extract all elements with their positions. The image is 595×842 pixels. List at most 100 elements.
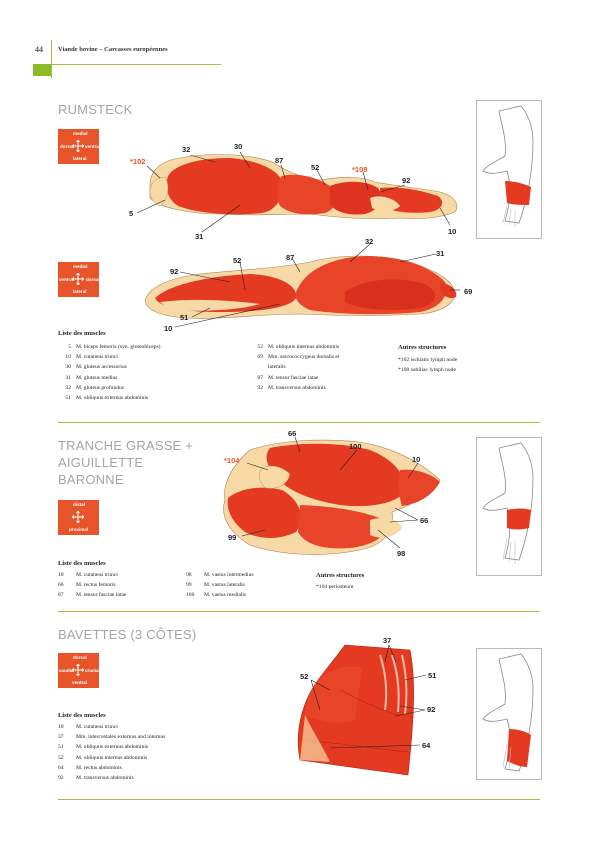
- orientation-label-right: dorsal: [86, 277, 100, 282]
- orientation-label-bottom: ventral: [72, 680, 88, 685]
- orientation-label-left: dorsal: [60, 144, 74, 149]
- orientation-box-top: medial dorsal ventral lateral: [58, 129, 100, 164]
- label-92: 92: [427, 705, 435, 714]
- section-divider: [58, 611, 540, 612]
- page-number: 44: [35, 45, 43, 54]
- list-item: 92 M. transversus abdominis: [58, 775, 134, 782]
- orientation-label-top: distal: [73, 502, 85, 507]
- label-31: 31: [195, 232, 203, 241]
- rumsteck-bottom-view: [144, 255, 457, 319]
- list-item: 64 M. rectus abdominis: [58, 764, 122, 771]
- rumsteck-bottom-labels: 32 31 92 52 87 69 51 10: [164, 237, 472, 333]
- label-31: 31: [436, 249, 444, 258]
- muscle-list: 10 M. cutaneus trunci 37 Mm. intercostales…: [58, 722, 165, 783]
- muscle-list-col2: 52 M. obliquus internus abdominis 69 Mm. s…: [250, 342, 339, 393]
- bavettes-labels: 37 52 51 92 64: [300, 636, 436, 750]
- list-item: 66 M. rectus femoris: [58, 582, 116, 589]
- label-51: 51: [180, 313, 188, 322]
- label-66: 66: [420, 516, 428, 525]
- muscle-list-title: Liste des muscles: [58, 330, 106, 337]
- section-title-tranche-grasse: TRANCHE GRASSE + AIGUILLETTE BARONNE: [58, 437, 193, 488]
- label-37: 37: [383, 636, 391, 645]
- direction-cross-icon: [72, 140, 84, 152]
- muscle-list-col2: 98 M. vastus intermedius 99 M. vastus late…: [186, 570, 254, 601]
- label-32: 32: [182, 145, 190, 154]
- list-item: 100 M. vastus medialis: [186, 592, 247, 599]
- list-item: *104 periosteum: [316, 584, 354, 590]
- label-52: 52: [300, 672, 308, 681]
- muscle-list-title: Liste des muscles: [58, 712, 106, 719]
- orientation-box: dorsal caudal cranial ventral: [58, 653, 100, 688]
- section-title-rumsteck: RUMSTECK: [58, 102, 133, 117]
- orientation-label-top: medial: [73, 131, 88, 136]
- list-item: 30 M. gluteus accessorius: [65, 364, 127, 371]
- tranche-grasse-leaders: [241, 436, 419, 549]
- orientation-label-left: ventral: [59, 277, 75, 282]
- rumsteck-top-leaders: [136, 151, 451, 233]
- list-item: 51 M. obliquus externus abdominis: [65, 395, 149, 402]
- list-item: 52 M. obliquus internus abdominis: [257, 344, 340, 350]
- label-108: *108: [352, 165, 367, 174]
- label-10: 10: [412, 455, 420, 464]
- carcass-locator-icon: [482, 442, 534, 564]
- rumsteck-top-labels: *102 32 30 87 52 *108 92 5 31 10: [129, 142, 456, 241]
- orientation-box-bottom: medial ventral dorsal lateral: [58, 262, 100, 297]
- other-structures-title: Autres structures: [398, 344, 447, 351]
- label-104: *104: [224, 456, 240, 465]
- list-item: 87 M. tensor fasciae latae: [257, 374, 319, 381]
- list-item: 51 M. obliquus externus abdominis: [58, 744, 149, 751]
- title-line: BARONNE: [58, 472, 124, 487]
- orientation-label-right: cranial: [85, 668, 100, 673]
- label-87: 87: [275, 156, 283, 165]
- orientation-label-bottom: proximal: [69, 527, 89, 532]
- list-item: *102 ischiatic lymph node: [398, 357, 458, 363]
- list-item: 69 Mm. sacrococcygeus dorsalis et: [257, 354, 340, 361]
- list-item: 10 M. cutaneus trunci: [65, 354, 118, 361]
- label-52: 52: [311, 163, 319, 172]
- rumsteck-top-view: [149, 154, 458, 220]
- label-69: 69: [464, 287, 472, 296]
- list-item: *108 subiliac lymph node: [398, 367, 456, 374]
- direction-cross-icon: [72, 664, 84, 676]
- label-32: 32: [365, 237, 373, 246]
- list-item: 87 M. tensor fasciae latae: [58, 592, 127, 599]
- label-98: 98: [397, 549, 405, 558]
- title-line: TRANCHE GRASSE +: [58, 438, 194, 453]
- muscle-list-col1: 10 M. cutaneus trunci 66 M. rectus femoris…: [58, 570, 126, 601]
- label-100: 100: [349, 442, 362, 451]
- section-divider: [58, 799, 540, 800]
- list-item: 31 M. gluteus medius: [65, 374, 118, 381]
- list-item: 32 M. gluteus profundus: [65, 384, 125, 391]
- other-structures-list: *104 periosteum: [316, 582, 353, 592]
- carcass-locator-icon: [482, 653, 534, 772]
- list-item: 10 M. cutaneus trunci: [58, 572, 118, 578]
- muscle-list-col1: 5 M. biceps femoris (syn. gluteobiceps) 1…: [58, 342, 160, 403]
- title-line: AIGUILLETTE: [58, 455, 144, 470]
- label-64: 64: [422, 741, 431, 750]
- section-title-bavettes: BAVETTES (3 CÔTES): [58, 627, 197, 642]
- orientation-label-left: caudal: [59, 668, 74, 673]
- header-divider: [51, 40, 52, 78]
- carcass-locator-icon: [482, 105, 534, 227]
- orientation-label-top: medial: [73, 264, 88, 269]
- bavettes-view: [297, 644, 414, 776]
- list-item: 37 Mm. intercostales externus and internu…: [58, 734, 166, 741]
- rumsteck-bottom-leaders: [174, 243, 460, 328]
- header-rule: [51, 64, 221, 65]
- orientation-box: distal proximal: [58, 500, 99, 535]
- label-99: 99: [228, 533, 236, 542]
- list-item: 99 M. vastus lateralis: [186, 582, 245, 589]
- tranche-grasse-view: [223, 439, 441, 555]
- label-92: 92: [170, 267, 178, 276]
- label-87: 87: [286, 253, 294, 262]
- orientation-label-bottom: lateral: [73, 156, 87, 161]
- header-color-block: [33, 64, 51, 76]
- label-92: 92: [402, 176, 410, 185]
- carcass-locator-tranche-grasse: [476, 437, 542, 576]
- list-item: 98 M. vastus intermedius: [186, 572, 254, 578]
- list-item: 10 M. cutaneus trunci: [58, 724, 118, 730]
- label-5: 5: [129, 209, 133, 218]
- list-item: 92 M. transversus abdominis: [257, 384, 326, 391]
- label-51: 51: [428, 671, 436, 680]
- section-divider: [58, 422, 540, 423]
